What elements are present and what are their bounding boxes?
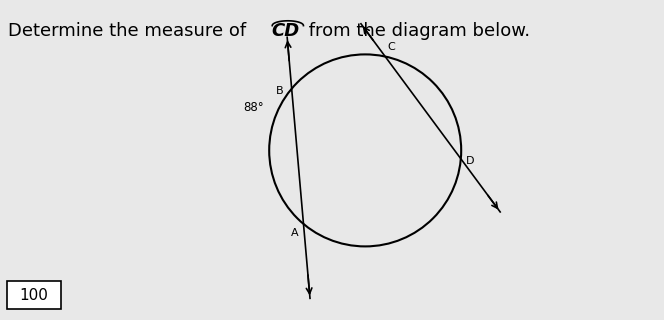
FancyBboxPatch shape <box>7 281 61 309</box>
Text: Determine the measure of: Determine the measure of <box>8 22 252 40</box>
Text: C: C <box>387 43 395 52</box>
Text: CD: CD <box>271 22 299 40</box>
Text: D: D <box>466 156 474 166</box>
Text: 88°: 88° <box>243 101 264 114</box>
Text: B: B <box>276 86 284 96</box>
Text: from the diagram below.: from the diagram below. <box>303 22 530 40</box>
Text: A: A <box>291 228 299 238</box>
Text: 100: 100 <box>19 287 48 302</box>
